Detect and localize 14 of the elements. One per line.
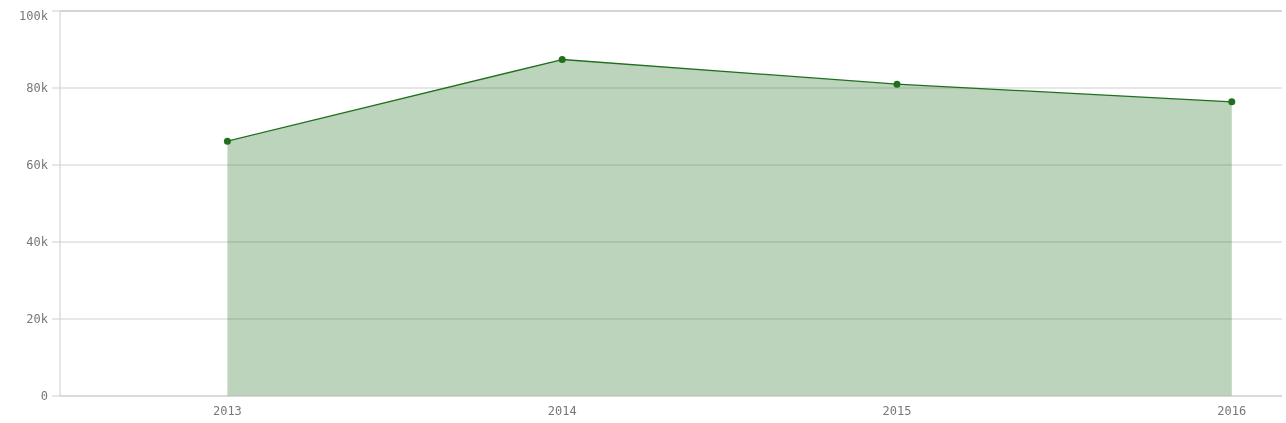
- x-tick-label: 2016: [1217, 404, 1247, 418]
- y-tick-label: 60k: [26, 158, 49, 172]
- x-tick-label: 2015: [882, 404, 912, 418]
- y-tick-label: 20k: [26, 312, 49, 326]
- y-tick-label: 80k: [26, 81, 49, 95]
- point: [893, 80, 901, 88]
- y-tick-label: 40k: [26, 235, 49, 249]
- point: [223, 137, 231, 145]
- x-tick-label: 2014: [547, 404, 577, 418]
- point: [558, 56, 566, 64]
- y-tick-label: 100k: [19, 9, 49, 23]
- point: [1228, 98, 1236, 106]
- x-tick-label: 2013: [212, 404, 242, 418]
- y-tick-label: 0: [40, 389, 48, 403]
